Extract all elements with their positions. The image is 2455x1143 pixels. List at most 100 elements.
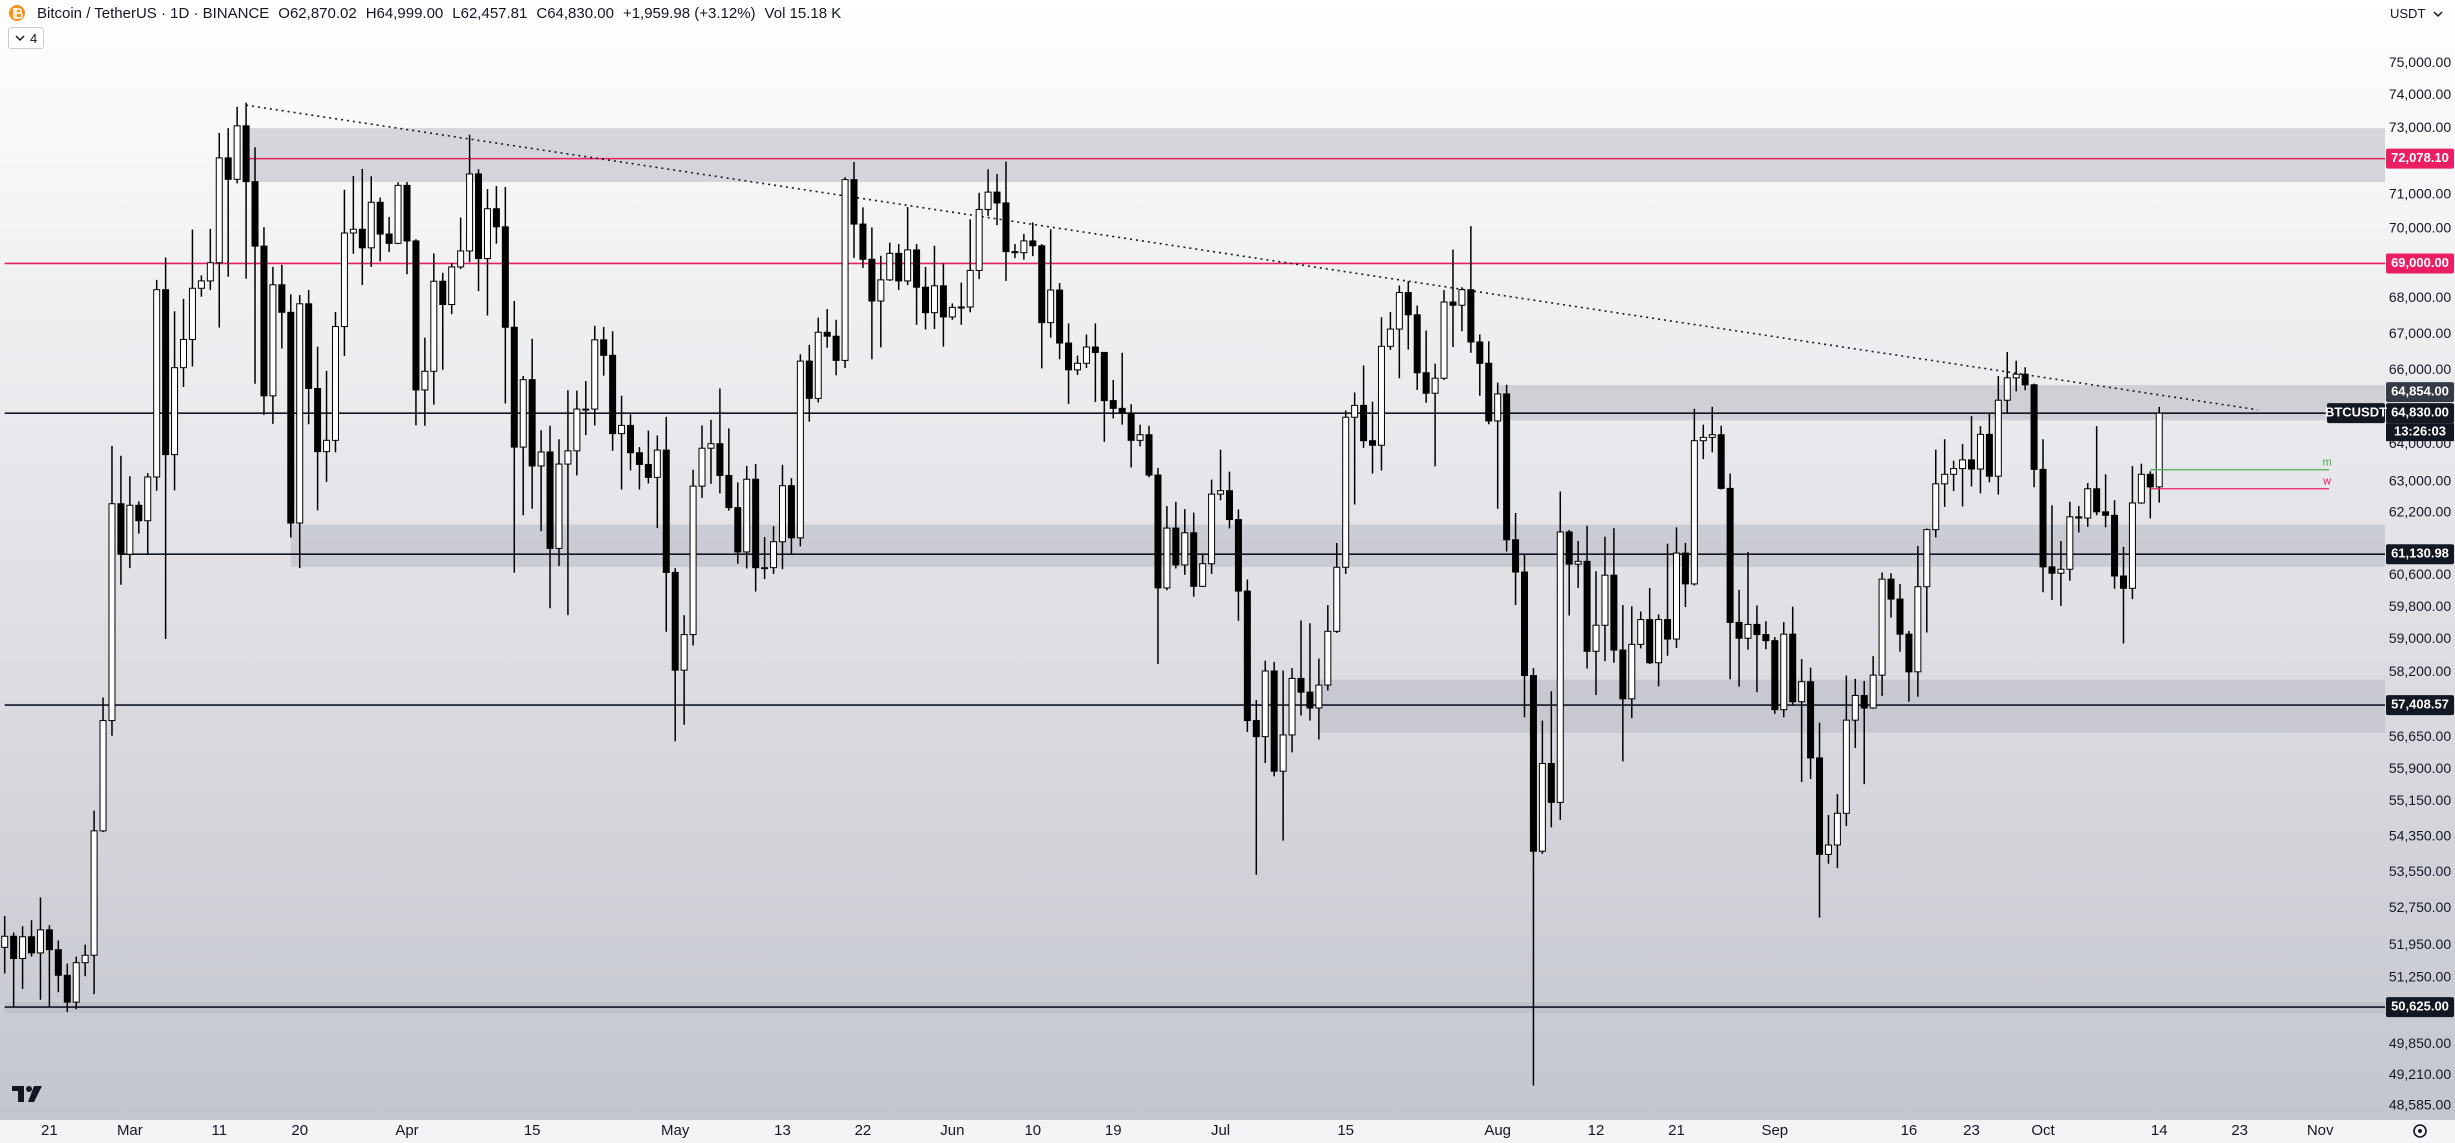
candle-body	[814, 331, 822, 399]
candle-body	[993, 191, 1001, 204]
candle-body	[1145, 434, 1153, 476]
candle-body	[403, 184, 411, 242]
candle-body	[153, 289, 161, 478]
candle-body	[1252, 720, 1260, 738]
y-tick-label: 48,585.00	[2389, 1097, 2451, 1113]
candle-body	[1735, 621, 1743, 639]
x-tick-label: 16	[1901, 1122, 1918, 1139]
symbol-title[interactable]: Bitcoin / TetherUS · 1D · BINANCE	[37, 4, 270, 22]
candle-body	[224, 157, 232, 180]
candle-body	[2057, 568, 2065, 574]
candle-body	[1646, 619, 1654, 664]
candle-body	[439, 280, 447, 306]
y-tick-label: 66,000.00	[2389, 361, 2451, 377]
candle-body	[1851, 694, 1859, 721]
candle-body	[662, 449, 670, 573]
candle-body	[1753, 623, 1761, 636]
zone	[246, 128, 2385, 183]
candle-body	[743, 478, 751, 553]
x-tick-label: 12	[1588, 1122, 1605, 1139]
candle-body	[1199, 563, 1207, 587]
y-tick-label: 49,850.00	[2389, 1035, 2451, 1051]
price-tag	[2386, 148, 2454, 169]
candle-body	[1941, 473, 1949, 485]
candle-body	[975, 208, 983, 271]
tv-logo[interactable]	[12, 1086, 42, 1102]
price-tag	[2386, 544, 2454, 565]
candle-body	[1485, 362, 1493, 422]
legend-close: C64,830.00	[536, 4, 614, 22]
candle-body	[36, 929, 44, 954]
candle-body	[1217, 490, 1225, 495]
symbol-legend: Bitcoin / TetherUS · 1D · BINANCE O62,87…	[8, 4, 841, 22]
candle-body	[868, 258, 876, 302]
candle-body	[1297, 677, 1305, 693]
candle-body	[2084, 488, 2092, 519]
candle-body	[2146, 473, 2154, 488]
price-tag-label: 57,408.57	[2391, 697, 2449, 712]
candle-body	[385, 233, 393, 244]
candle-body	[1422, 372, 1430, 394]
candle-body	[1243, 590, 1251, 722]
candle-body	[1905, 633, 1913, 673]
y-tick-label: 56,650.00	[2389, 728, 2451, 744]
indicators-toggle[interactable]: 4	[8, 27, 45, 49]
y-tick-label: 49,210.00	[2389, 1066, 2451, 1082]
candle-body	[707, 443, 715, 449]
candle-body	[725, 474, 733, 509]
y-tick-label: 68,000.00	[2389, 289, 2451, 305]
candle-body	[1109, 400, 1117, 409]
candle-body	[126, 504, 134, 555]
y-tick-label: 53,550.00	[2389, 863, 2451, 879]
candle-body	[1672, 552, 1680, 640]
candle-body	[19, 936, 27, 959]
candle-body	[1225, 490, 1233, 521]
symbol-tag	[2327, 403, 2385, 424]
candle-body	[1592, 624, 1600, 652]
zone	[290, 524, 2385, 567]
candle-body	[1351, 404, 1359, 418]
currency-selector[interactable]: USDT	[2390, 6, 2443, 21]
levels	[4, 104, 2385, 1008]
x-tick-label: Sep	[1761, 1122, 1788, 1139]
candle-body	[609, 354, 617, 435]
candle-body	[644, 463, 652, 478]
candle-body	[1172, 527, 1180, 566]
y-tick-label: 67,000.00	[2389, 325, 2451, 341]
alert-label: m	[2323, 457, 2332, 469]
candle-body	[1449, 301, 1457, 306]
candle-body	[1136, 434, 1144, 441]
x-tick-label: 15	[524, 1122, 541, 1139]
candle-body	[1377, 345, 1385, 446]
zones	[4, 128, 2386, 1014]
candle-body	[1324, 630, 1332, 686]
candle-body	[1968, 459, 1975, 470]
candle-body	[1181, 532, 1189, 566]
candle-body	[2111, 514, 2119, 577]
settings-icon[interactable]	[2413, 1124, 2427, 1138]
candle-body	[1154, 474, 1162, 589]
axes: 75,000.00 74,000.00 73,000.00 71,000.00 70,0…	[41, 54, 2451, 1139]
legend-change: +1,959.98 (+3.12%)	[622, 4, 756, 22]
candle-body	[796, 360, 804, 539]
candle-body	[564, 450, 572, 465]
price-tag	[2386, 403, 2454, 424]
candle-body	[1306, 691, 1314, 709]
candle-body	[770, 541, 778, 569]
candle-body	[269, 284, 277, 397]
price-tag-label: 64,830.00	[2391, 405, 2449, 420]
candle-body	[1404, 292, 1412, 316]
candle-body	[1, 935, 9, 948]
y-tick-label: 51,250.00	[2389, 968, 2451, 984]
x-tick-label: Nov	[2307, 1122, 2334, 1139]
y-tick-label: 51,950.00	[2389, 936, 2451, 952]
candle-body	[376, 201, 384, 235]
candle-body	[823, 331, 831, 337]
candle-body	[171, 367, 179, 456]
candle-body	[930, 285, 938, 314]
candle-body	[1699, 436, 1707, 442]
candle-body	[45, 929, 53, 951]
candle-body	[859, 223, 867, 260]
candle-body	[1780, 633, 1788, 711]
candle-body	[1261, 670, 1269, 738]
